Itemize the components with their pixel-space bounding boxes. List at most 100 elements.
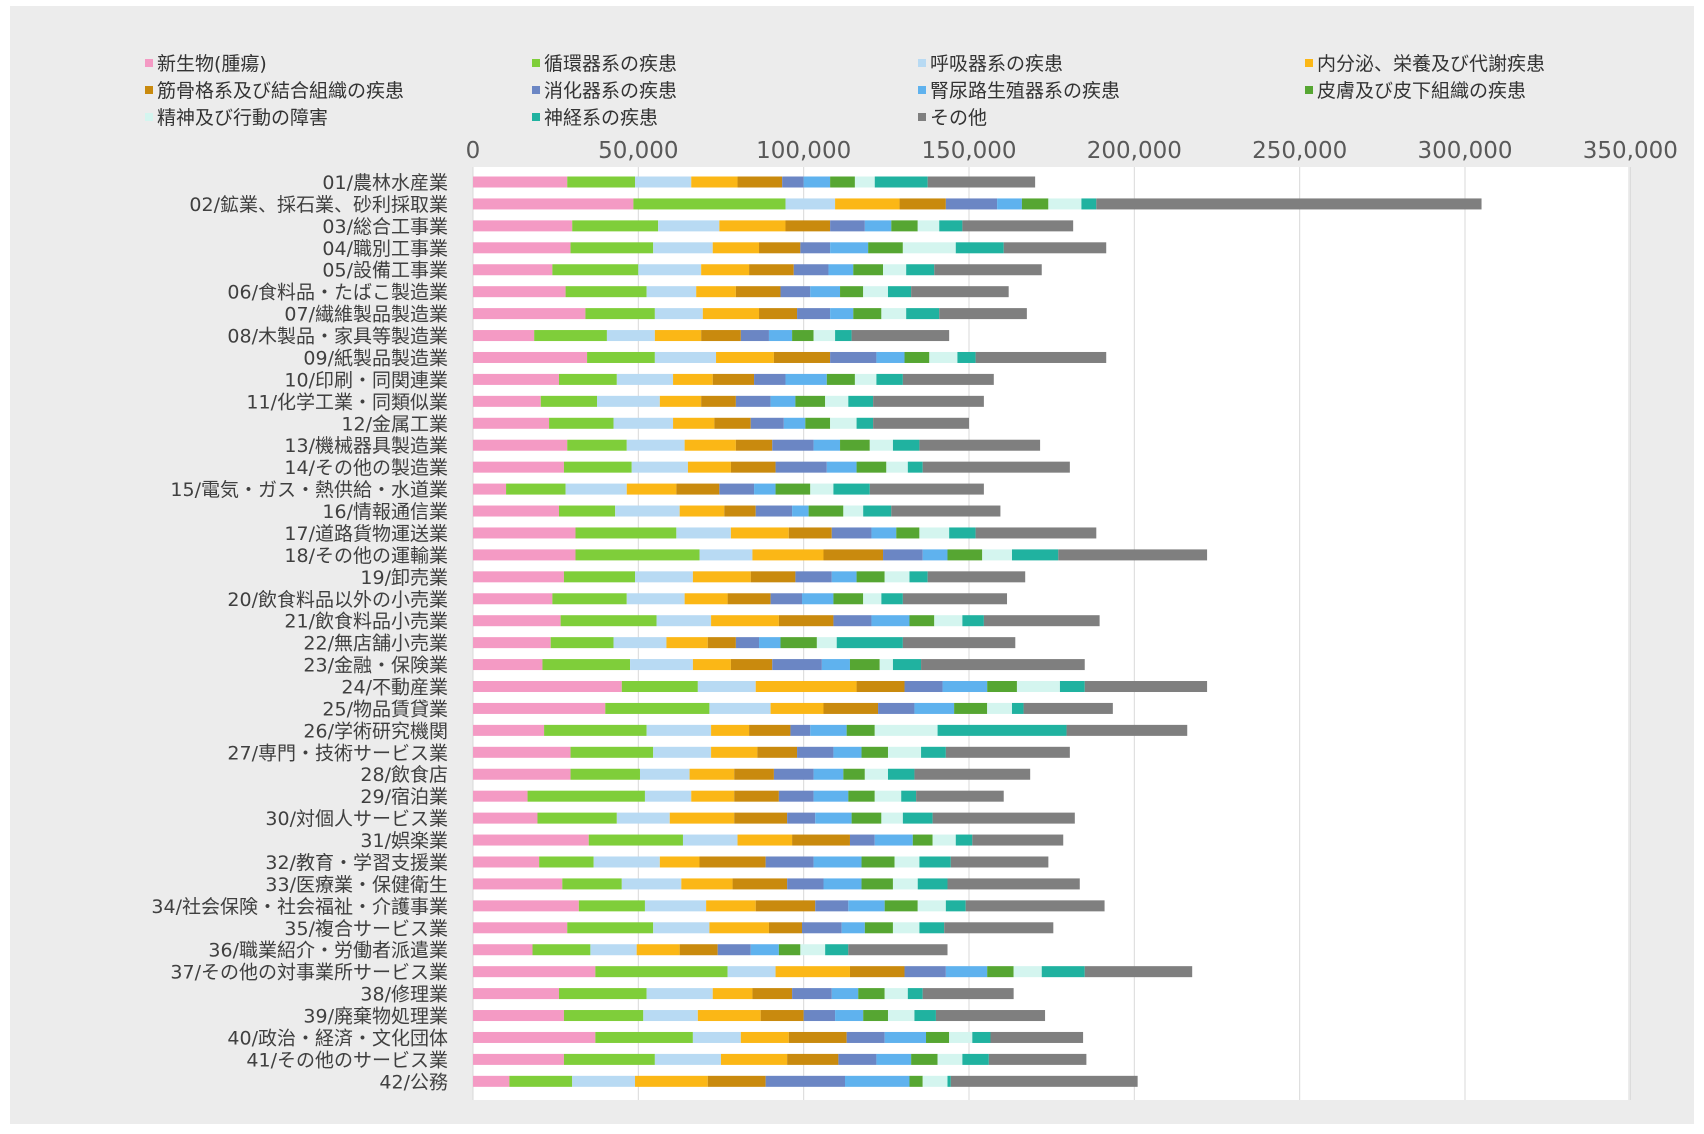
bar-segment [712, 242, 760, 254]
bar-segment [773, 768, 814, 780]
bar-segment [856, 681, 905, 693]
bar-segment [1011, 549, 1059, 561]
bar-segment [782, 176, 804, 188]
x-tick-label: 250,000 [1252, 138, 1347, 164]
bar-segment [896, 527, 920, 539]
bar-segment [702, 308, 760, 320]
bar-segment [863, 505, 892, 517]
bar-segment [835, 198, 900, 210]
bar-segment [945, 198, 998, 210]
bar-segment [934, 264, 1042, 276]
bar-segment [788, 527, 832, 539]
bar-segment [590, 944, 637, 956]
bar-segment [759, 242, 801, 254]
bar-segment [871, 527, 897, 539]
category-label: 40/政治・経済・文化団体 [227, 1027, 448, 1049]
bar-segment [823, 878, 862, 890]
bar-segment [473, 461, 564, 473]
bar-segment [800, 944, 826, 956]
category-label: 14/その他の製造業 [284, 457, 448, 479]
bar-segment [972, 834, 1064, 846]
bar-segment [947, 878, 1080, 890]
bar-segment [856, 461, 887, 473]
bar-segment [1013, 966, 1042, 978]
bar-segment [982, 549, 1012, 561]
bar-segment [621, 681, 698, 693]
bar-segment [790, 724, 811, 736]
x-tick-label: 350,000 [1583, 138, 1678, 164]
bar-segment [768, 922, 803, 934]
bar-segment [473, 944, 533, 956]
bar-segment [831, 527, 872, 539]
bar-segment [934, 615, 963, 627]
bar-segment [949, 527, 976, 539]
category-label: 35/複合サービス業 [284, 918, 448, 940]
bar-segment [825, 395, 849, 407]
bar-segment [950, 856, 1049, 868]
bar-segment [701, 264, 750, 276]
bar-segment [749, 264, 794, 276]
legend-item: 筋骨格系及び結合組織の疾患 [145, 76, 404, 103]
bar-segment [828, 264, 854, 276]
bar-segment [473, 264, 553, 276]
bar-segment [549, 417, 614, 429]
category-label: 37/その他の対事業所サービス業 [170, 962, 448, 984]
bar-segment [843, 768, 865, 780]
bar-segment [802, 922, 842, 934]
bar-segment [793, 264, 829, 276]
bar-segment [825, 944, 849, 956]
category-label: 15/電気・ガス・熱供給・水道業 [170, 479, 448, 501]
bar-segment [813, 790, 849, 802]
bar-segment [621, 878, 682, 890]
bar-segment [755, 900, 816, 912]
bar-segment [813, 330, 836, 342]
bar-segment [734, 790, 779, 802]
bar-segment [473, 439, 568, 451]
bar-segment [833, 746, 862, 758]
legend-swatch [532, 85, 540, 94]
legend-swatch [918, 85, 926, 94]
bar-segment [902, 242, 956, 254]
bar-segment [757, 746, 798, 758]
bar-segment [626, 593, 685, 605]
bar-segment [615, 505, 680, 517]
bar-segment [912, 834, 933, 846]
bar-segment [585, 308, 655, 320]
bar-segment [783, 417, 806, 429]
bar-segment [730, 461, 776, 473]
bar-segment [955, 834, 973, 846]
bar-segment [932, 834, 956, 846]
bar-segment [884, 988, 908, 1000]
category-label: 38/修理業 [360, 984, 448, 1006]
bar-segment [717, 944, 751, 956]
bar-segment [833, 593, 864, 605]
bar-segment [945, 900, 966, 912]
bar-segment [473, 659, 543, 671]
category-label: 34/社会保険・社会福祉・介護事業 [151, 896, 448, 918]
bar-segment [899, 198, 946, 210]
bar-segment [473, 373, 559, 385]
bar-segment [975, 527, 1097, 539]
legend-swatch [145, 85, 153, 94]
legend-swatch [1305, 85, 1313, 94]
bar-segment [473, 1053, 564, 1065]
legend-item: 消化器系の疾患 [532, 76, 677, 103]
category-label: 24/不動産業 [341, 677, 448, 699]
bar-segment [473, 746, 571, 758]
bar-segment [810, 286, 841, 298]
legend-swatch [1305, 58, 1313, 67]
bar-segment [595, 1031, 693, 1043]
bar-segment [588, 834, 683, 846]
bar-segment [919, 856, 951, 868]
bar-segment [646, 286, 697, 298]
category-label: 42/公務 [379, 1071, 448, 1093]
plot-area [473, 167, 1628, 1100]
bar-segment [917, 900, 946, 912]
bar-segment [917, 878, 948, 890]
bar-segment [473, 702, 606, 714]
bar-segment [949, 1031, 973, 1043]
category-label: 25/物品賃貸業 [322, 698, 448, 720]
bar-segment [864, 922, 893, 934]
bar-segment [906, 264, 935, 276]
bar-segment [1023, 702, 1113, 714]
